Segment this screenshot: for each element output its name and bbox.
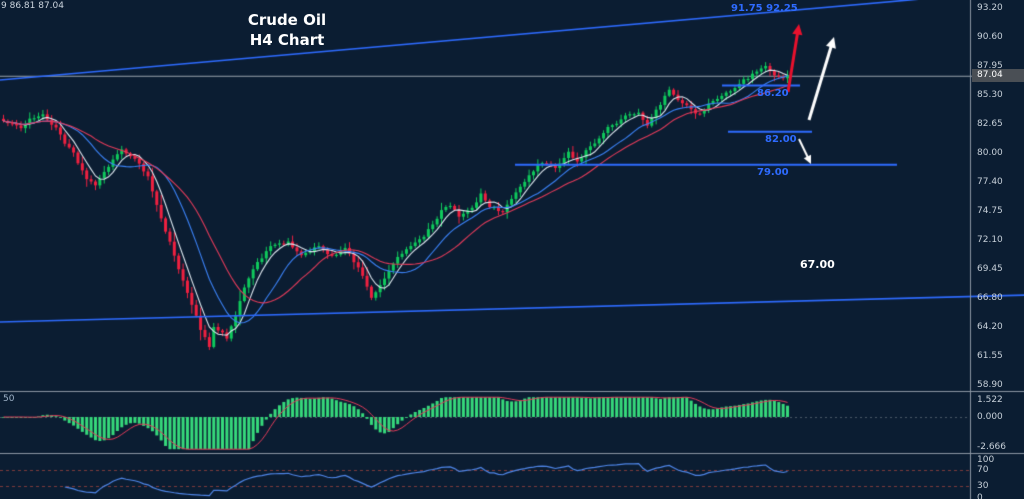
chart-canvas[interactable] xyxy=(0,0,1024,499)
trading-chart-window: 9 86.81 87.04 Crude Oil H4 Chart 91.75 9… xyxy=(0,0,1024,499)
